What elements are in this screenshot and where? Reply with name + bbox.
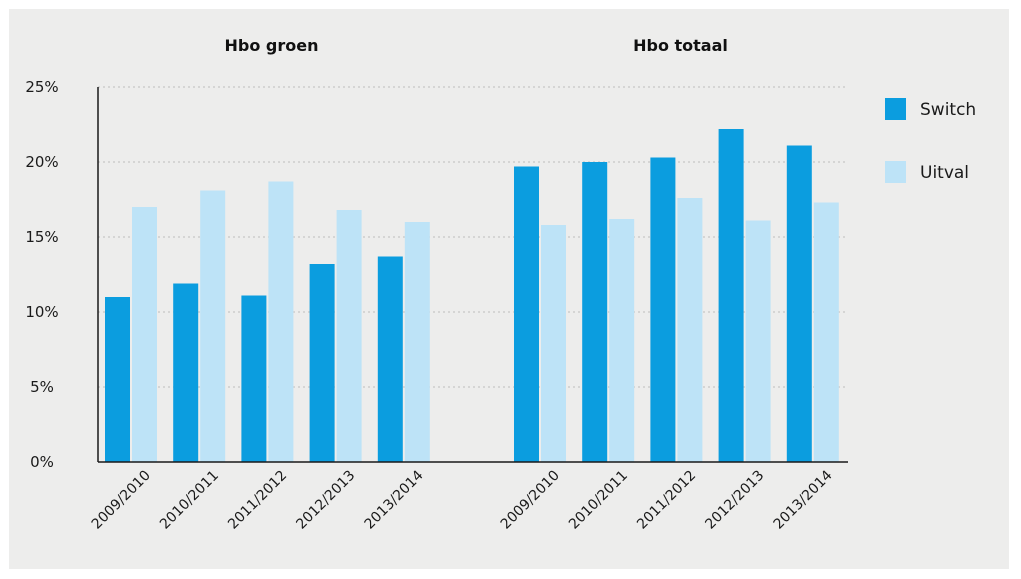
bar-uitval bbox=[268, 181, 294, 462]
chart-container: 0% 5% 10% 15% 20% 25% Hbo groen 2009/2010 2010/2… bbox=[9, 9, 1009, 569]
x-tick-label: 2011/2012 bbox=[634, 468, 699, 533]
bar-uitval bbox=[336, 210, 362, 462]
y-tick-label: 10% bbox=[25, 303, 58, 321]
bar-switch bbox=[241, 295, 267, 462]
legend-swatch bbox=[885, 98, 906, 120]
bar-switch bbox=[718, 129, 744, 462]
bar-uitval bbox=[813, 202, 839, 462]
x-tick-label: 2012/2013 bbox=[702, 468, 767, 533]
bar-switch bbox=[377, 256, 403, 462]
legend-swatch bbox=[885, 161, 906, 183]
x-tick-label: 2010/2011 bbox=[157, 468, 222, 533]
bar-switch bbox=[514, 166, 539, 462]
x-tick-label: 2013/2014 bbox=[362, 467, 427, 532]
x-tick-label: 2011/2012 bbox=[225, 468, 290, 533]
bar-uitval bbox=[404, 222, 430, 462]
group-title: Hbo groen bbox=[225, 36, 319, 55]
bar-switch bbox=[582, 162, 608, 462]
bar-switch bbox=[173, 283, 199, 462]
bar-switch bbox=[650, 157, 676, 462]
bar-switch bbox=[309, 264, 335, 462]
y-tick-label: 15% bbox=[25, 228, 58, 246]
bar-uitval bbox=[745, 220, 771, 462]
y-tick-label: 5% bbox=[30, 378, 54, 396]
bar-uitval bbox=[609, 219, 635, 462]
bar-switch bbox=[786, 145, 812, 462]
x-tick-label: 2012/2013 bbox=[293, 468, 358, 533]
bar-uitval bbox=[541, 225, 566, 462]
bar-switch bbox=[105, 297, 130, 462]
x-tick-label: 2013/2014 bbox=[771, 467, 836, 532]
bar-uitval bbox=[132, 207, 157, 462]
legend-label: Uitval bbox=[920, 163, 969, 183]
y-tick-label: 25% bbox=[25, 78, 58, 96]
y-tick-label: 20% bbox=[25, 153, 58, 171]
bar-uitval bbox=[677, 198, 703, 462]
legend-label: Switch bbox=[920, 100, 976, 120]
x-tick-label: 2009/2010 bbox=[89, 468, 154, 533]
group-title: Hbo totaal bbox=[633, 36, 728, 55]
x-tick-label: 2009/2010 bbox=[498, 468, 563, 533]
y-tick-label: 0% bbox=[30, 453, 54, 471]
x-tick-label: 2010/2011 bbox=[566, 468, 631, 533]
bar-uitval bbox=[200, 190, 226, 462]
